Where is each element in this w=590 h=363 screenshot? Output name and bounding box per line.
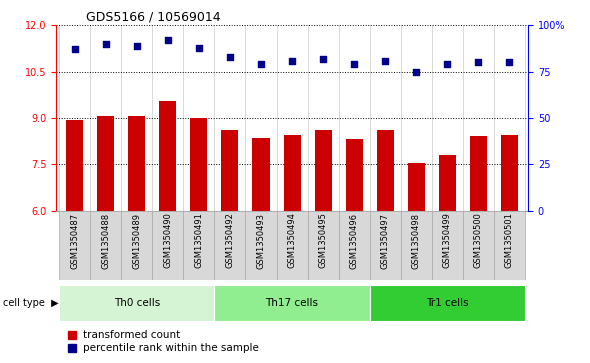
Text: GSM1350493: GSM1350493 — [257, 213, 266, 269]
Point — [225, 54, 235, 60]
Text: GSM1350496: GSM1350496 — [350, 213, 359, 269]
Point — [504, 60, 514, 65]
FancyBboxPatch shape — [122, 211, 152, 280]
Text: GSM1350492: GSM1350492 — [225, 213, 234, 269]
FancyBboxPatch shape — [214, 211, 245, 280]
Point — [287, 58, 297, 64]
Bar — [376, 130, 394, 211]
Text: Th0 cells: Th0 cells — [114, 298, 160, 308]
Text: GSM1350501: GSM1350501 — [505, 213, 514, 269]
Point — [101, 41, 110, 47]
Point — [194, 45, 204, 50]
FancyBboxPatch shape — [401, 211, 432, 280]
FancyBboxPatch shape — [59, 211, 90, 280]
Bar — [346, 139, 363, 211]
Text: GSM1350491: GSM1350491 — [194, 213, 204, 269]
FancyBboxPatch shape — [307, 211, 339, 280]
Text: cell type  ▶: cell type ▶ — [3, 298, 58, 308]
Bar — [408, 163, 425, 211]
Point — [474, 60, 483, 65]
FancyBboxPatch shape — [59, 285, 214, 321]
FancyBboxPatch shape — [432, 211, 463, 280]
FancyBboxPatch shape — [277, 211, 307, 280]
Text: GSM1350494: GSM1350494 — [287, 213, 297, 269]
FancyBboxPatch shape — [463, 211, 494, 280]
Bar — [97, 117, 114, 211]
Point — [256, 61, 266, 67]
FancyBboxPatch shape — [214, 285, 370, 321]
Text: GSM1350499: GSM1350499 — [443, 213, 452, 269]
Text: GSM1350488: GSM1350488 — [101, 213, 110, 269]
Bar — [221, 130, 238, 211]
Bar — [439, 155, 456, 211]
Text: percentile rank within the sample: percentile rank within the sample — [83, 343, 258, 353]
FancyBboxPatch shape — [339, 211, 370, 280]
Bar — [284, 135, 300, 211]
Text: GSM1350487: GSM1350487 — [70, 213, 79, 269]
Text: Tr1 cells: Tr1 cells — [426, 298, 468, 308]
Point — [412, 69, 421, 75]
FancyBboxPatch shape — [152, 211, 183, 280]
Text: GSM1350497: GSM1350497 — [381, 213, 390, 269]
FancyBboxPatch shape — [90, 211, 122, 280]
FancyBboxPatch shape — [183, 211, 214, 280]
Bar — [191, 118, 208, 211]
Text: GSM1350489: GSM1350489 — [132, 213, 141, 269]
Text: GSM1350500: GSM1350500 — [474, 213, 483, 269]
Point — [319, 56, 328, 62]
FancyBboxPatch shape — [494, 211, 525, 280]
FancyBboxPatch shape — [370, 285, 525, 321]
Point — [132, 43, 142, 49]
Text: GSM1350498: GSM1350498 — [412, 213, 421, 269]
Bar — [66, 119, 83, 211]
Bar — [128, 117, 145, 211]
Text: GDS5166 / 10569014: GDS5166 / 10569014 — [86, 11, 220, 24]
FancyBboxPatch shape — [245, 211, 277, 280]
Point — [442, 61, 452, 67]
Bar — [159, 101, 176, 211]
Point — [163, 37, 172, 43]
Point — [70, 46, 80, 52]
Text: transformed count: transformed count — [83, 330, 180, 340]
Text: Th17 cells: Th17 cells — [266, 298, 319, 308]
Text: GSM1350495: GSM1350495 — [319, 213, 327, 269]
Point — [381, 58, 390, 64]
Bar — [253, 138, 270, 211]
Text: GSM1350490: GSM1350490 — [163, 213, 172, 269]
Bar — [314, 130, 332, 211]
Point — [349, 61, 359, 67]
FancyBboxPatch shape — [370, 211, 401, 280]
Bar — [470, 136, 487, 211]
Bar — [501, 135, 518, 211]
